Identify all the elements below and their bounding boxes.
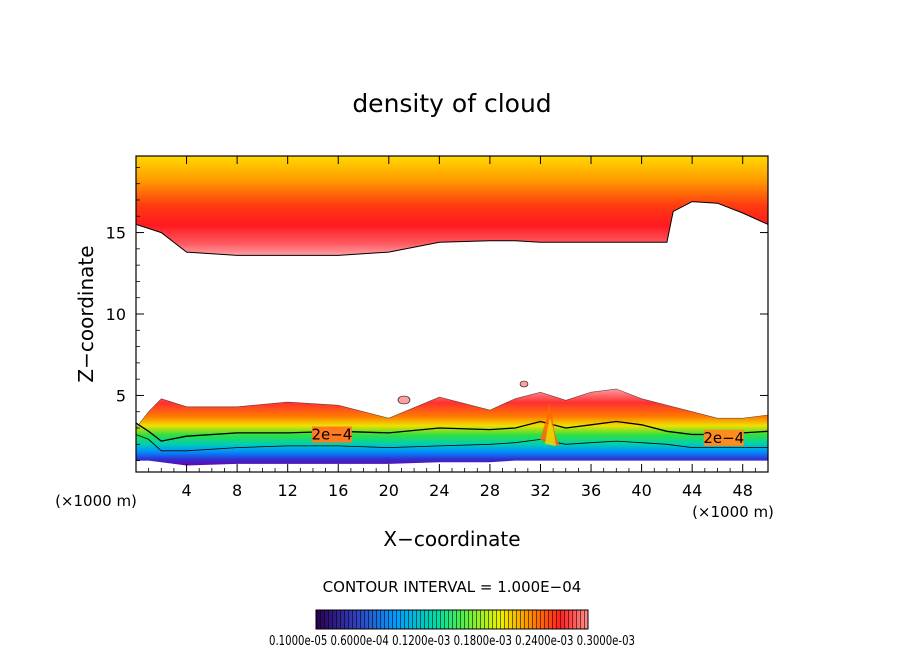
y-tick-label: 15 [106,224,126,243]
x-unit-label-left: (×1000 m) [55,492,137,510]
y-axis-ticks: 5 10 15 [106,167,768,461]
y-tick-label: 10 [106,305,126,324]
colorbar-labels: 0.1000e-05 0.6000e-04 0.1200e-03 0.1800e… [269,634,635,649]
x-tick-label: 48 [733,481,753,500]
x-tick-label: 44 [682,481,702,500]
colorbar-frame [315,609,589,630]
x-axis-ticks: 4 8 12 16 20 24 28 32 36 40 44 48 [148,156,756,500]
contour-interval-text: CONTOUR INTERVAL = 1.000E−04 [323,578,582,596]
contour-label-bg [311,426,352,443]
x-tick-label: 16 [328,481,348,500]
chart-title: density of cloud [352,89,551,118]
x-axis-title: X−coordinate [383,527,520,551]
contour-label: 2e−4 [311,426,352,444]
x-tick-label: 32 [530,481,550,500]
upper-cloud-layer [136,156,768,256]
contour-labels: 2e−4 2e−4 [311,426,744,447]
lower-cloud-edge [136,388,768,429]
contour-label-bg [703,429,744,446]
x-unit-label-right: (×1000 m) [692,503,774,521]
contour-line-2e-4 [136,420,768,442]
y-tick-label: 5 [116,386,126,405]
y-axis-title: Z−coordinate [74,245,98,382]
convective-core-inner [545,418,556,446]
colorbar-bands [316,610,588,629]
lower-cloud-layer [136,388,768,466]
x-tick-label: 20 [379,481,399,500]
cloud-fragment [397,395,411,405]
x-tick-label: 8 [232,481,242,500]
x-tick-label: 40 [631,481,651,500]
x-tick-label: 24 [429,481,449,500]
x-tick-label: 4 [181,481,191,500]
cloud-fragment [519,380,529,388]
upper-cloud-contour [136,201,768,256]
x-tick-label: 36 [581,481,601,500]
x-tick-label: 28 [480,481,500,500]
plot-area [136,156,768,466]
x-tick-label: 12 [278,481,298,500]
contour-label: 2e−4 [703,429,744,447]
contour-line-low [136,434,768,452]
